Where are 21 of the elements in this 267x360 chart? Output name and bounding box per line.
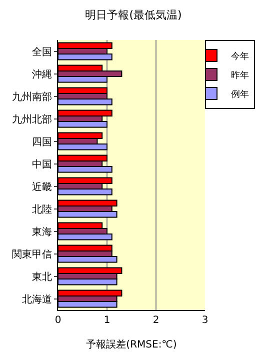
y-tick-label: 全国: [32, 46, 52, 58]
y-tick-label: 沖縄: [32, 68, 52, 80]
x-tick-label: 3: [202, 315, 208, 326]
legend-label: 今年: [231, 51, 249, 62]
y-tick-label: 東北: [32, 270, 52, 283]
x-tick-label: 0: [54, 315, 62, 326]
y-tick-label: 東海: [32, 226, 52, 238]
y-tick-label: 北陸: [32, 203, 52, 216]
y-tick-label: 関東甲信: [12, 248, 52, 260]
y-tick-label: 中国: [32, 158, 52, 170]
y-tick-label: 四国: [32, 136, 52, 148]
legend-label: 昨年: [231, 70, 249, 82]
chart-title: 明日予報(最低気温): [85, 8, 182, 22]
y-tick-label: 九州南部: [12, 90, 52, 103]
x-axis-title: 予報誤差(RMSE:℃): [86, 338, 177, 350]
x-tick-label: 1: [104, 315, 110, 326]
y-tick-label: 近畿: [32, 180, 52, 193]
y-tick-label: 九州北部: [12, 113, 52, 126]
x-tick-label: 2: [152, 315, 160, 326]
y-tick-label: 北海道: [22, 293, 52, 306]
legend-label: 例年: [231, 89, 249, 100]
